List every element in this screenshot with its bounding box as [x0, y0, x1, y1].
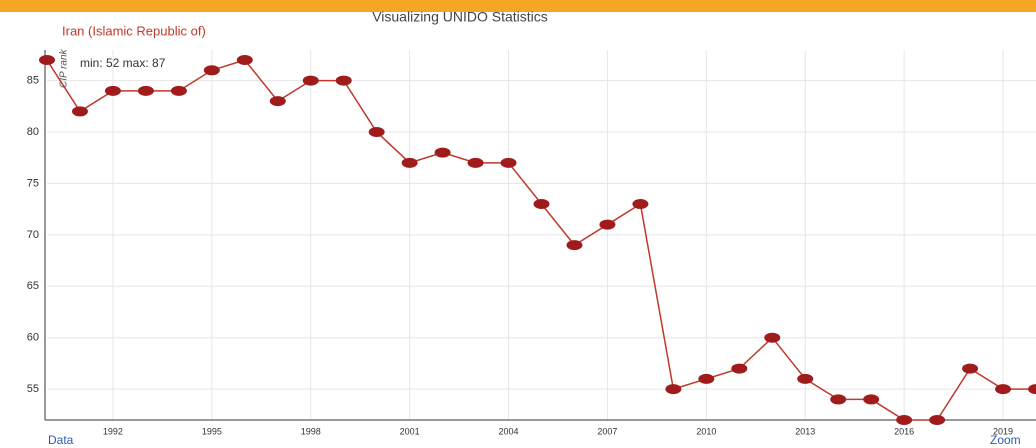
data-point [599, 219, 616, 230]
data-point [368, 127, 385, 137]
x-tick-label: 2016 [894, 426, 914, 436]
y-tick-label: 60 [27, 332, 39, 344]
data-point [566, 240, 583, 251]
data-point [500, 157, 517, 168]
data-point [830, 394, 847, 405]
y-tick-label: 80 [27, 126, 39, 138]
data-point [1028, 384, 1036, 395]
data-point [797, 373, 814, 384]
data-point [995, 384, 1012, 395]
x-tick-label: 2010 [696, 426, 716, 436]
y-tick-label: 70 [27, 229, 39, 241]
x-tick-label: 1995 [202, 426, 222, 436]
data-point [434, 147, 451, 158]
data-point [863, 394, 880, 405]
data-point [731, 363, 748, 374]
x-tick-label: 2001 [400, 426, 420, 436]
data-link[interactable]: Data [48, 433, 74, 447]
data-point [39, 55, 55, 65]
y-tick-label: 85 [27, 74, 39, 86]
data-point [236, 55, 253, 65]
data-point [71, 106, 88, 117]
data-point [632, 199, 649, 209]
data-point [104, 85, 121, 96]
top-banner [0, 0, 1036, 12]
data-point [698, 373, 715, 384]
chart-title: Visualizing UNIDO Statistics [372, 9, 548, 25]
series-line [46, 59, 1036, 421]
x-tick-label: 2004 [499, 426, 519, 436]
plot: 55 60 65 70 75 80 85 1992 1995 1998 2001 2004 2007 20… [27, 50, 1036, 436]
data-point [269, 96, 286, 107]
x-tick-label: 2019 [993, 426, 1013, 436]
y-tick-label: 55 [27, 383, 39, 395]
data-point [533, 199, 550, 209]
chart-subtitle: Iran (Islamic Republic of) [62, 23, 206, 38]
data-point [401, 157, 418, 168]
y-axis-label: CIP rank [59, 48, 70, 88]
x-tick-label: 2013 [795, 426, 815, 436]
x-tick-label: 2007 [597, 426, 617, 436]
data-point [335, 75, 352, 86]
x-tick-label: 1998 [301, 426, 321, 436]
x-tick-label: 1992 [103, 426, 123, 436]
data-point [467, 157, 484, 168]
annotation: min: 52 max: 87 [80, 56, 166, 70]
y-tick-label: 75 [27, 177, 39, 189]
data-point [302, 75, 319, 86]
data-point [137, 85, 154, 96]
data-point [203, 65, 220, 76]
data-point [665, 384, 682, 395]
zoom-link[interactable]: Zoom [990, 433, 1021, 447]
data-point [929, 415, 946, 425]
y-tick-label: 65 [27, 280, 39, 292]
data-point [170, 85, 187, 96]
data-point [764, 332, 781, 343]
data-point [896, 415, 913, 425]
data-point [962, 363, 979, 374]
